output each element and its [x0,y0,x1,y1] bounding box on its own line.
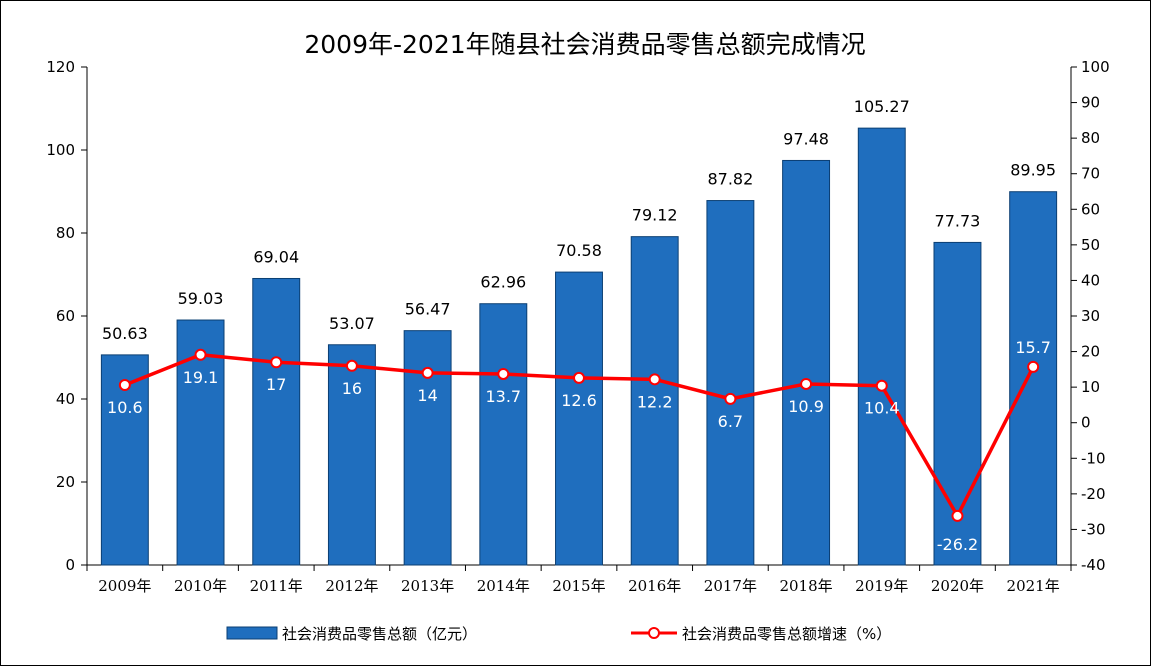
line-point [724,392,737,405]
line-point [800,377,813,390]
right-tick-label: -40 [1081,556,1106,574]
line-data-label: 15.7 [1015,338,1051,357]
bar-data-label: 56.47 [405,300,451,319]
line-point [573,371,585,384]
line-point [951,509,964,522]
line-point [1027,360,1040,373]
bar [403,330,452,566]
line-data-label: 10.4 [864,399,900,418]
right-tick-label: 10 [1081,378,1100,396]
legend-label-line: 社会消费品零售总额增速（%） [682,625,891,643]
bar-data-label: 69.04 [253,247,299,266]
line-point [194,348,207,361]
x-tick-label: 2009年 [98,577,151,595]
bar-data-label: 50.63 [102,324,148,343]
right-tick-label: 70 [1081,165,1100,183]
line-point [421,366,434,379]
bar-data-label: 70.58 [556,241,602,260]
bar [782,159,831,566]
bar [327,344,376,566]
bar-data-label: 53.07 [329,314,375,333]
x-tick-label: 2014年 [477,577,530,595]
bar-data-label: 89.95 [1010,161,1056,180]
bar-data-label: 62.96 [480,273,526,292]
bar-data-label: 59.03 [178,289,224,308]
line-data-label: 10.9 [788,397,824,416]
left-tick-label: 0 [65,556,75,574]
line-data-label: 10.6 [107,398,143,417]
right-tick-label: 60 [1081,200,1100,218]
right-tick-label: 40 [1081,271,1100,289]
left-tick-label: 20 [56,473,75,491]
x-tick-label: 2011年 [250,577,303,595]
bar-data-label: 77.73 [935,211,981,230]
line-data-label: 16 [342,379,362,398]
bar-data-label: 97.48 [783,129,829,148]
right-tick-label: 0 [1081,414,1091,432]
right-tick-label: -30 [1081,520,1106,538]
line-data-label: 12.2 [637,392,673,411]
right-tick-label: 50 [1081,236,1100,254]
plot-area: 0 20 40 60 80 100 120 -40 -30 -20 -10 0 10 20 30 40 50 60… [46,58,1109,595]
x-tick-label: 2020年 [931,577,984,595]
left-tick-label: 40 [56,390,75,408]
line-data-label: 6.7 [718,412,743,431]
bar-data-label: 79.12 [632,206,678,225]
x-tick-label: 2017年 [704,577,757,595]
x-tick-label: 2010年 [174,577,227,595]
legend-swatch-bar [226,626,278,640]
bar [555,271,603,566]
chart-title: 2009年-2021年随县社会消费品零售总额完成情况 [304,30,865,59]
line-point [118,379,131,392]
bar [857,127,906,566]
line-point [270,356,283,369]
bar [479,303,528,566]
bar [252,277,301,566]
x-tick-label: 2012年 [325,577,378,595]
bar-data-label: 87.82 [707,170,753,189]
line-data-label: 19.1 [183,368,219,387]
x-tick-label: 2016年 [628,577,681,595]
right-tick-label: -10 [1081,449,1106,467]
right-tick-label: 30 [1081,307,1100,325]
right-tick-label: -20 [1081,485,1106,503]
line-data-label: 12.6 [561,391,597,410]
legend: 社会消费品零售总额（亿元） 社会消费品零售总额增速（%） [226,625,891,643]
x-tick-label: 2019年 [855,577,908,595]
bar [706,200,755,566]
line-data-label: 13.7 [485,387,521,406]
line-data-label: 14 [417,386,437,405]
line-data-label: 17 [266,375,286,394]
right-tick-label: 90 [1081,94,1100,112]
legend-swatch-marker [648,627,660,639]
x-tick-label: 2021年 [1007,577,1060,595]
left-tick-label: 80 [56,224,75,242]
line-point [497,367,510,380]
line-point [648,373,661,386]
x-tick-label: 2013年 [401,577,454,595]
x-tick-label: 2015年 [552,577,605,595]
bar [1009,191,1058,566]
left-tick-label: 100 [46,141,75,159]
bar [630,236,679,566]
right-tick-label: 80 [1081,129,1100,147]
line-point [875,379,888,392]
bar-data-label: 105.27 [854,97,910,116]
left-tick-label: 60 [56,307,75,325]
right-tick-label: 20 [1081,343,1100,361]
left-tick-label: 120 [46,58,75,76]
x-tick-label: 2018年 [779,577,832,595]
legend-label-bar: 社会消费品零售总额（亿元） [282,625,477,643]
line-data-label: -26.2 [937,535,978,554]
line-point [345,359,358,372]
right-tick-label: 100 [1081,58,1110,76]
